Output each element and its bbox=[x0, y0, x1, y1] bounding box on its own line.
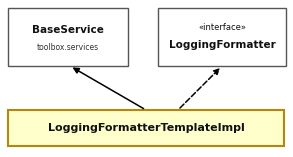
Text: LoggingFormatter: LoggingFormatter bbox=[169, 40, 275, 50]
Text: LoggingFormatterTemplateImpl: LoggingFormatterTemplateImpl bbox=[48, 123, 244, 133]
Text: toolbox.services: toolbox.services bbox=[37, 43, 99, 51]
Bar bbox=[8, 110, 284, 146]
Bar bbox=[158, 8, 286, 66]
Text: BaseService: BaseService bbox=[32, 25, 104, 35]
Bar bbox=[8, 8, 128, 66]
Text: «interface»: «interface» bbox=[198, 24, 246, 32]
